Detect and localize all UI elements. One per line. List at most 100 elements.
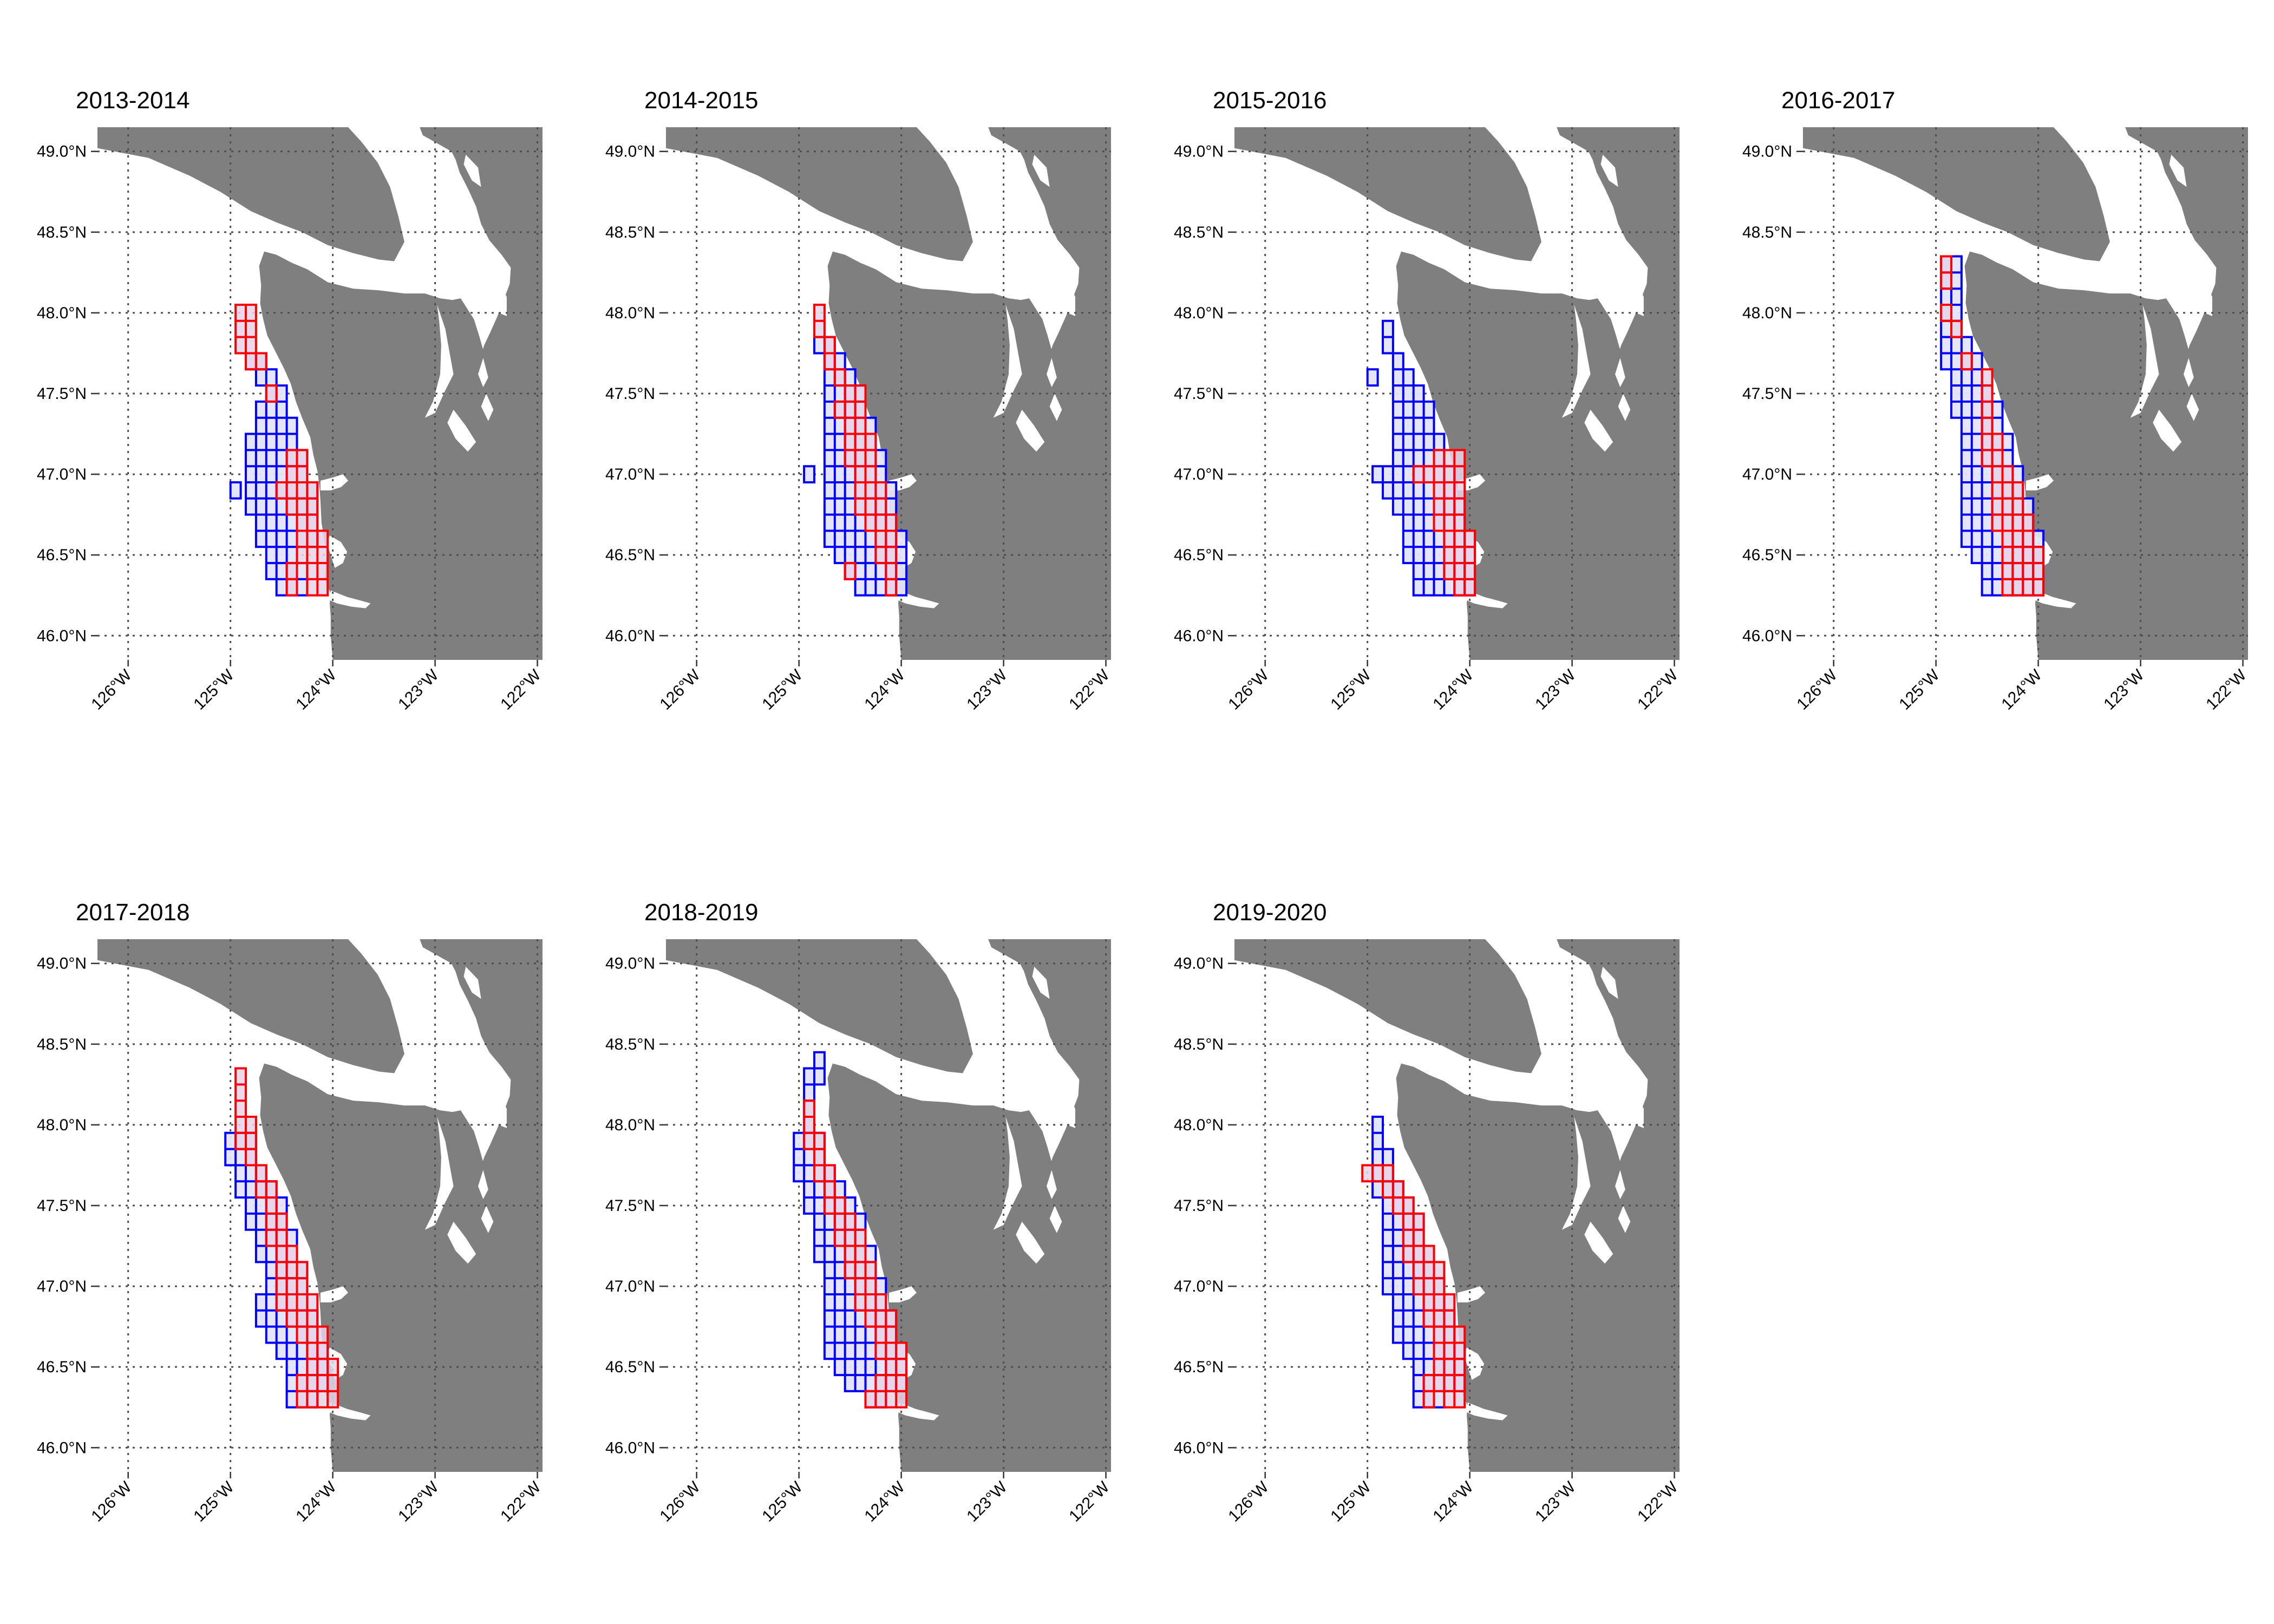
- water-body: [1457, 1286, 1485, 1302]
- lon-tick-label: 126°W: [656, 666, 704, 713]
- island: [1603, 1060, 1636, 1128]
- map-panel-2019-2020: 2019-2020 46.0°N 46.5°N 47.0°N 47.5°N 48.0°N 4…: [1174, 899, 1682, 1525]
- lat-tick-label: 48.0°N: [1174, 304, 1224, 322]
- lat-tick-label: 47.5°N: [1174, 385, 1224, 403]
- vancouver-island: [97, 939, 404, 1073]
- island: [1600, 966, 1618, 999]
- island: [1525, 154, 1544, 194]
- vancouver-island: [666, 127, 973, 261]
- lat-tick-label: 47.5°N: [1742, 385, 1792, 403]
- map-area: [1234, 939, 1680, 1472]
- island: [409, 966, 437, 1006]
- red-region-outline: [1412, 449, 1476, 597]
- island: [1026, 219, 1040, 247]
- lat-tick-label: 47.0°N: [37, 1278, 87, 1295]
- water-body: [1584, 1221, 1613, 1264]
- lat-tick-label: 47.5°N: [605, 385, 655, 403]
- island: [1049, 394, 1062, 421]
- island: [2115, 154, 2143, 194]
- water-body: [888, 1286, 917, 1302]
- lat-tick-label: 48.5°N: [605, 1036, 655, 1053]
- red-region-outline: [1940, 255, 2045, 597]
- lat-tick-label: 48.0°N: [37, 1116, 87, 1134]
- island: [1628, 277, 1644, 316]
- island: [419, 203, 440, 237]
- island: [1546, 154, 1574, 194]
- island: [1595, 219, 1608, 247]
- lon-tick-label: 126°W: [88, 666, 135, 713]
- lat-tick-label: 48.0°N: [605, 304, 655, 322]
- lon-tick-label: 124°W: [861, 666, 909, 713]
- island: [491, 1089, 507, 1128]
- lat-tick-label: 47.0°N: [605, 1278, 655, 1295]
- island: [409, 154, 437, 194]
- lon-tick-label: 124°W: [292, 666, 340, 713]
- water-body: [320, 1286, 348, 1302]
- island: [2169, 154, 2187, 187]
- lat-tick-label: 47.5°N: [605, 1197, 655, 1215]
- water-body: [993, 1117, 1022, 1230]
- lon-tick-label: 126°W: [1225, 1478, 1272, 1525]
- island: [1049, 1206, 1062, 1233]
- island: [1032, 154, 1050, 187]
- island: [458, 1031, 471, 1059]
- panel-title: 2017-2018: [76, 899, 190, 926]
- vancouver-island: [666, 939, 973, 1073]
- map-panel-2015-2016: 2015-2016 46.0°N 46.5°N 47.0°N 47.5°N 48.0°N 4…: [1174, 87, 1682, 713]
- lon-tick-label: 124°W: [861, 1478, 909, 1525]
- lat-tick-label: 49.0°N: [37, 955, 87, 973]
- red-region-outline: [234, 1067, 339, 1409]
- lat-tick-label: 46.0°N: [1742, 627, 1792, 645]
- lat-tick-label: 47.0°N: [37, 466, 87, 483]
- lon-tick-label: 124°W: [292, 1478, 340, 1525]
- island: [1618, 394, 1631, 421]
- map-area: [1803, 127, 2248, 660]
- lat-tick-label: 46.0°N: [37, 1439, 87, 1457]
- vancouver-island: [1803, 127, 2110, 261]
- island: [1525, 966, 1544, 1006]
- map-panel-2014-2015: 2014-2015 46.0°N 46.5°N 47.0°N 47.5°N 48.0°N 4…: [605, 87, 1113, 713]
- lat-tick-label: 46.5°N: [605, 546, 655, 564]
- island: [1628, 1089, 1644, 1128]
- lon-tick-label: 123°W: [395, 1478, 442, 1525]
- island: [2184, 358, 2194, 388]
- map-panel-2017-2018: 2017-2018 46.0°N 46.5°N 47.0°N 47.5°N 48.0°N 4…: [37, 899, 545, 1525]
- island: [1556, 1015, 1577, 1049]
- lon-tick-label: 124°W: [1429, 666, 1477, 713]
- island: [463, 966, 481, 999]
- water-body: [2153, 409, 2182, 452]
- water-body: [1584, 409, 1613, 452]
- lon-tick-label: 125°W: [759, 666, 806, 713]
- island: [1618, 1206, 1631, 1233]
- lat-tick-label: 47.0°N: [605, 466, 655, 483]
- island: [1047, 358, 1057, 388]
- island: [2093, 154, 2112, 194]
- island: [1615, 358, 1625, 388]
- water-body: [424, 1117, 454, 1230]
- lat-tick-label: 48.5°N: [37, 224, 87, 241]
- island: [481, 394, 494, 421]
- lat-tick-label: 47.5°N: [37, 1197, 87, 1215]
- lon-tick-label: 123°W: [963, 666, 1011, 713]
- lon-tick-label: 123°W: [395, 666, 442, 713]
- red-region-outline: [813, 304, 898, 597]
- lat-tick-label: 46.5°N: [1742, 546, 1792, 564]
- island: [478, 358, 488, 388]
- map-area: [97, 127, 543, 660]
- island: [1603, 248, 1636, 316]
- island: [1009, 1012, 1022, 1039]
- island: [1060, 277, 1075, 316]
- lon-tick-label: 126°W: [1225, 666, 1272, 713]
- water-body: [993, 305, 1022, 418]
- lon-tick-label: 125°W: [759, 1478, 806, 1525]
- island: [1556, 203, 1577, 237]
- lat-tick-label: 48.0°N: [605, 1116, 655, 1134]
- water-body: [1561, 305, 1591, 418]
- map-panel-2013-2014: 2013-2014 46.0°N 46.5°N 47.0°N 47.5°N 48.0°N 4…: [37, 87, 545, 713]
- island: [2124, 203, 2145, 237]
- island: [1034, 248, 1067, 316]
- water-body: [1467, 590, 1508, 608]
- island: [2171, 248, 2204, 316]
- panel-title: 2014-2015: [644, 87, 758, 114]
